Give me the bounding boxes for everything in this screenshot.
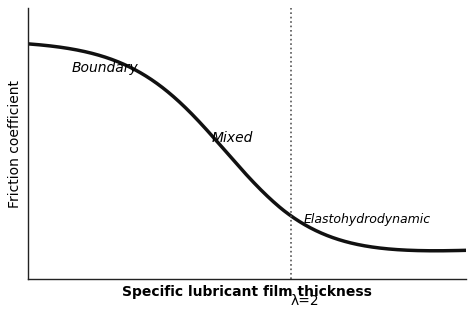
Text: Elastohydrodynamic: Elastohydrodynamic [304, 213, 431, 226]
Text: Boundary: Boundary [72, 61, 138, 75]
X-axis label: Specific lubricant film thickness: Specific lubricant film thickness [122, 285, 372, 299]
Text: Mixed: Mixed [212, 131, 253, 146]
Text: λ=2: λ=2 [291, 294, 319, 308]
Y-axis label: Friction coefficient: Friction coefficient [9, 80, 22, 208]
